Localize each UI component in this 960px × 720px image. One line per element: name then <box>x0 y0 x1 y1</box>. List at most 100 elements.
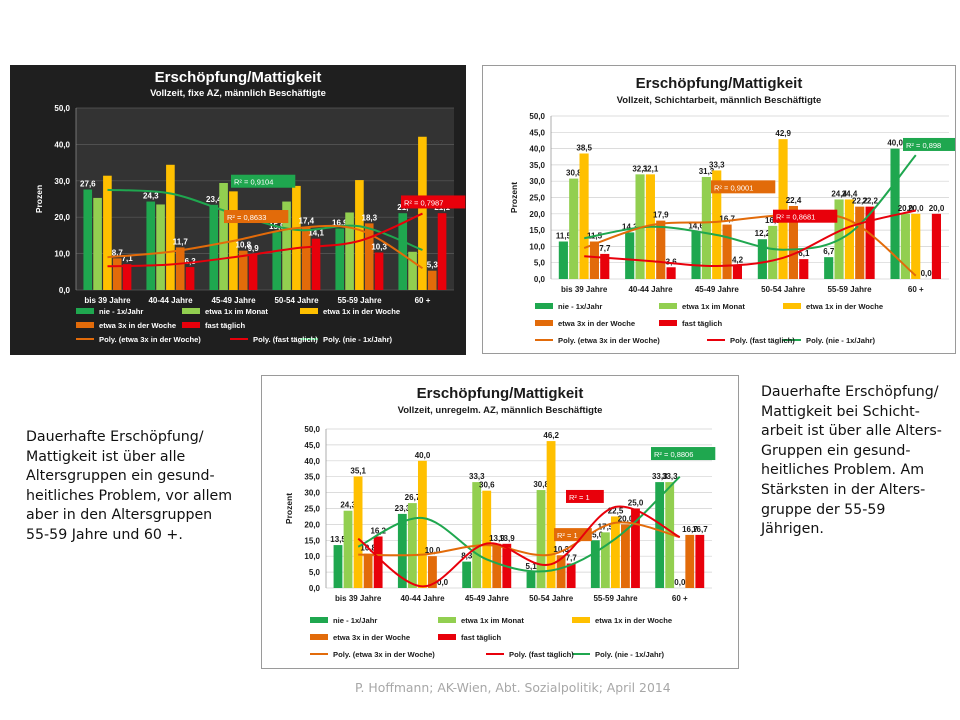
x-tick-label: 55-59 Jahre <box>593 594 638 603</box>
bar <box>364 223 374 290</box>
y-tick-label: 20,0 <box>54 213 70 222</box>
legend-swatch <box>182 308 200 314</box>
bar-value-label: 5,3 <box>427 261 439 270</box>
bar-value-label: 33,3 <box>469 472 485 481</box>
bar-value-label: 30,8 <box>533 480 549 489</box>
y-tick-label: 35,0 <box>529 161 545 170</box>
bar <box>665 482 675 588</box>
bar-value-label: 25,0 <box>628 499 644 508</box>
y-tick-label: 45,0 <box>304 441 320 450</box>
bar <box>900 213 910 279</box>
bar <box>311 238 321 290</box>
bar-value-label: 27,6 <box>80 180 96 189</box>
y-tick-label: 30,0 <box>304 489 320 498</box>
x-tick-label: 50-54 Jahre <box>761 285 806 294</box>
bar <box>417 460 427 588</box>
x-tick-label: bis 39 Jahre <box>561 285 608 294</box>
bar-value-label: 38,5 <box>576 143 592 152</box>
bar <box>526 571 536 588</box>
bar <box>397 513 407 588</box>
legend-label: Poly. (nie - 1x/Jahr) <box>595 650 665 659</box>
bar <box>691 231 701 279</box>
note-line: Mattigkeit ist über alle <box>26 448 186 465</box>
r2-label-box <box>554 528 592 542</box>
bar <box>590 540 600 588</box>
bar <box>282 201 291 290</box>
x-tick-label: 50-54 Jahre <box>274 296 319 305</box>
chart-svg: Erschöpfung/Mattigkeit Vollzeit, fixe AZ,… <box>34 69 466 344</box>
bar-value-label: 7,7 <box>599 244 611 253</box>
chart-svg: Erschöpfung/Mattigkeit Vollzeit, Schichta… <box>509 75 955 345</box>
bar-value-label: 11,7 <box>173 237 189 246</box>
note-line: Stärksten in der Alters- <box>761 481 926 498</box>
y-tick-label: 40,0 <box>54 140 70 149</box>
bar <box>427 270 437 290</box>
bar-value-label: 3,6 <box>666 257 678 266</box>
bar <box>345 212 354 290</box>
bar-value-label: 14,1 <box>308 229 324 238</box>
chart-title: Erschöpfung/Mattigkeit <box>155 69 322 86</box>
legend-label: etwa 1x im Monat <box>461 616 524 625</box>
bar <box>482 490 492 588</box>
y-tick-label: 30,0 <box>54 177 70 186</box>
note-right: Dauerhafte Erschöpfung/ Mattigkeit bei S… <box>761 383 957 540</box>
legend-swatch <box>310 634 328 640</box>
y-axis-label: Prozent <box>284 493 294 524</box>
bar <box>156 204 165 290</box>
bar <box>701 176 711 279</box>
bar <box>536 490 546 588</box>
bar <box>301 226 311 290</box>
bar-value-label: 26,7 <box>405 493 421 502</box>
x-tick-label: bis 39 Jahre <box>84 296 131 305</box>
bar <box>569 178 579 279</box>
bar-value-label: 6,7 <box>823 247 835 256</box>
legend-label: etwa 3x in der Woche <box>99 321 176 330</box>
bar <box>185 267 195 290</box>
x-tick-label: 55-59 Jahre <box>827 285 872 294</box>
r2-label-box <box>566 489 604 503</box>
bar-value-label: 33,3 <box>662 472 678 481</box>
bar <box>355 180 364 290</box>
bar <box>93 197 102 290</box>
bar-value-label: 18,3 <box>362 213 378 222</box>
chart-svg: Erschöpfung/Mattigkeit Vollzeit, unregelm… <box>284 385 716 659</box>
bar-value-label: 20,0 <box>618 514 634 523</box>
bar <box>398 213 408 290</box>
bar <box>712 170 722 279</box>
chart-schichtarbeit: Erschöpfung/Mattigkeit Vollzeit, Schichta… <box>482 65 956 354</box>
bar-value-label: 14,6 <box>688 221 704 230</box>
bar-value-label: 16,2 <box>370 526 386 535</box>
trendline <box>583 213 917 277</box>
trendline <box>107 212 423 268</box>
legend-swatch <box>659 320 677 326</box>
bar <box>492 543 502 588</box>
bar-value-label: 33,3 <box>652 472 668 481</box>
bar <box>600 532 610 588</box>
bar-value-label: 31,3 <box>699 167 715 176</box>
bar-value-label: 14,3 <box>622 222 638 231</box>
footer-credit: P. Hoffmann; AK-Wien, Abt. Sozialpolitik… <box>355 680 671 695</box>
legend-label: Poly. (nie - 1x/Jahr) <box>323 335 393 344</box>
legend-label: etwa 1x in der Woche <box>806 302 883 311</box>
bar-value-label: 22,2 <box>852 197 868 206</box>
r2-label-box <box>651 447 716 461</box>
legend-label: Poly. (etwa 3x in der Woche) <box>333 650 435 659</box>
r2-label-box <box>231 174 296 188</box>
r2-label: R² = 0,7987 <box>404 198 443 207</box>
r2-label: R² = 0,8633 <box>227 213 266 222</box>
bar <box>472 482 482 588</box>
legend-label: Poly. (fast täglich) <box>509 650 574 659</box>
bar-value-label: 0,0 <box>674 578 686 587</box>
bar <box>844 199 854 279</box>
bar-value-label: 22,4 <box>786 196 802 205</box>
y-tick-label: 5,0 <box>534 259 546 268</box>
y-tick-label: 50,0 <box>529 112 545 121</box>
bar-value-label: 17,4 <box>299 217 315 226</box>
bar-value-label: 30,8 <box>566 169 582 178</box>
y-tick-label: 40,0 <box>529 145 545 154</box>
bar <box>666 267 676 279</box>
bar <box>335 228 345 290</box>
bar-value-label: 22,5 <box>608 506 624 515</box>
bar-value-label: 8,7 <box>112 248 124 257</box>
bar-value-label: 6,3 <box>185 257 197 266</box>
